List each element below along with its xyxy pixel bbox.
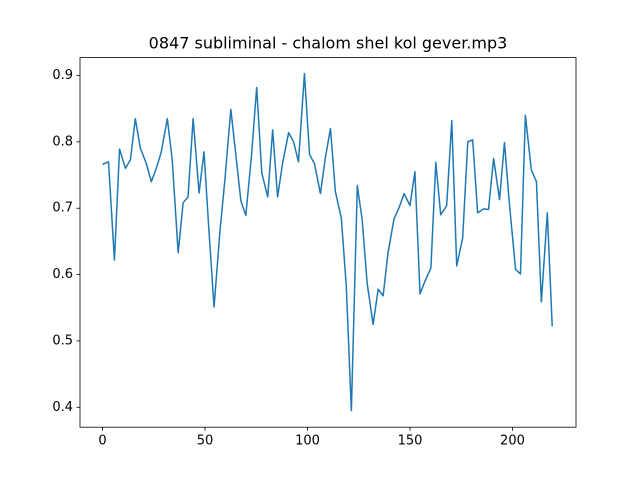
x-tick-label: 0 <box>98 434 106 449</box>
y-tick-label: 0.5 <box>52 333 73 348</box>
axes-frame <box>79 57 577 428</box>
y-tick-label: 0.9 <box>52 68 73 83</box>
chart-title: 0847 subliminal - chalom shel kol gever.… <box>149 34 508 53</box>
data-line <box>102 72 553 412</box>
x-tick-label: 50 <box>197 434 214 449</box>
y-tick-label: 0.7 <box>52 201 73 216</box>
x-tick-label: 100 <box>295 434 320 449</box>
y-tick-label: 0.4 <box>52 400 73 415</box>
y-tick-label: 0.8 <box>52 134 73 149</box>
x-tick-label: 200 <box>500 434 525 449</box>
y-tick-label: 0.6 <box>52 267 73 282</box>
x-tick-label: 150 <box>398 434 423 449</box>
